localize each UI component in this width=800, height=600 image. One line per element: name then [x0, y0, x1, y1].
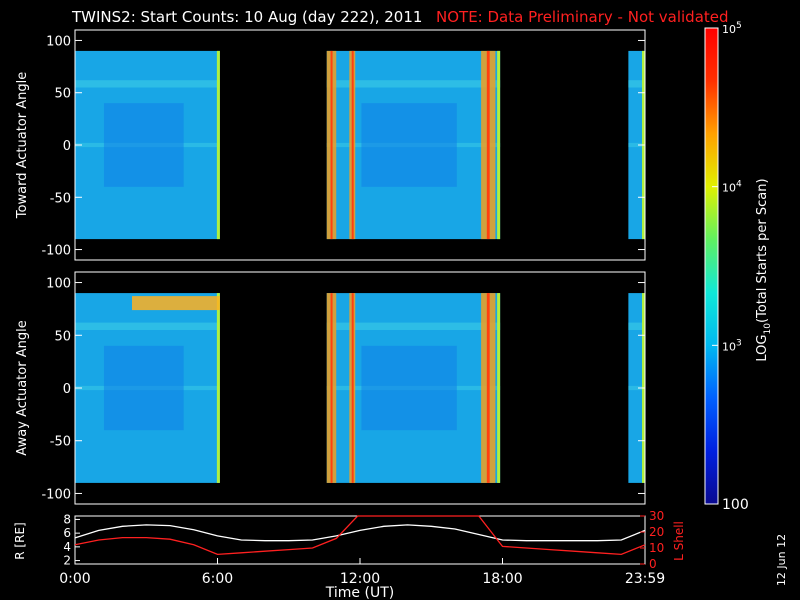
- x-tick-label: 18:00: [482, 571, 522, 587]
- y-tick-label: -100: [41, 244, 71, 259]
- chart-title: TWINS2: Start Counts: 10 Aug (day 222), …: [71, 8, 422, 26]
- y-tick-label: 50: [54, 329, 71, 344]
- r-tick-label: 8: [63, 512, 71, 526]
- heatmap-band: [75, 80, 220, 88]
- heatmap-band: [628, 322, 645, 330]
- heatmap-edge: [216, 293, 220, 483]
- heatmap-bright-strip-core: [486, 50, 490, 240]
- toward-y-axis-label: Toward Actuator Angle: [15, 72, 30, 219]
- y-tick-label: 100: [46, 34, 71, 49]
- away-y-axis-label: Away Actuator Angle: [15, 320, 30, 455]
- y-tick-label: -50: [50, 191, 71, 206]
- l-shell-axis-label: L Shell: [672, 521, 686, 561]
- heatmap-bright-strip-core: [351, 293, 354, 483]
- colorbar-tick-label: 103: [722, 338, 742, 353]
- heatmap-bright-strip-core: [486, 293, 490, 483]
- generation-date: 12 Jun 12: [775, 534, 788, 586]
- heatmap-bright-strip-core: [330, 50, 333, 240]
- l-shell-tick-label: 10: [649, 541, 664, 555]
- away-heatmap-blocks: [75, 293, 645, 483]
- y-tick-label: 0: [63, 139, 71, 154]
- r-series-line: [74, 524, 646, 542]
- heatmap-edge: [497, 293, 501, 483]
- y-tick-label: -100: [41, 487, 71, 502]
- toward-y-ticks: 100 50 0 -50 -100: [41, 34, 645, 259]
- colorbar-tick-label: 105: [722, 21, 742, 36]
- colorbar-ticks: 105 104 103 100: [712, 21, 749, 513]
- r-tick-label: 2: [63, 554, 71, 568]
- heatmap-band: [628, 385, 645, 391]
- l-shell-tick-label: 20: [649, 525, 664, 539]
- heatmap-edge: [497, 50, 501, 240]
- l-shell-tick-label: 0: [649, 557, 657, 571]
- heatmap-hot-band: [132, 296, 220, 311]
- heatmap-bright-strip-core: [330, 293, 333, 483]
- heatmap-bright-strip-core: [351, 50, 354, 240]
- x-tick-label: 12:00: [340, 571, 380, 587]
- x-tick-label: 6:00: [202, 571, 233, 587]
- heatmap-band: [326, 80, 501, 88]
- heatmap-core: [361, 345, 457, 431]
- heatmap-edge: [216, 50, 220, 240]
- r-axis-label: R [RE]: [13, 522, 27, 559]
- l-shell-tick-label: 30: [649, 509, 664, 523]
- colorbar-gradient: [705, 28, 718, 504]
- colorbar-frame: [704, 27, 719, 505]
- heatmap-core: [103, 103, 184, 187]
- r-tick-label: 4: [63, 540, 71, 554]
- y-tick-label: 50: [54, 87, 71, 102]
- heatmap-band: [75, 322, 220, 330]
- y-tick-label: 0: [63, 382, 71, 397]
- y-tick-label: -50: [50, 435, 71, 450]
- x-axis-label: Time (UT): [325, 585, 394, 600]
- preliminary-note: NOTE: Data Preliminary - Not validated: [436, 8, 729, 26]
- x-tick-label: 23:59: [625, 571, 665, 587]
- ephemeris-panel-frame: [74, 515, 646, 565]
- colorbar-tick-label: 104: [722, 180, 742, 195]
- ephemeris-lines: [74, 515, 646, 556]
- x-tick-label: 0:00: [59, 571, 90, 587]
- away-actuator-panel: 100 50 0 -50 -100 Away Actuator Angle: [15, 271, 646, 505]
- l-shell-series-line: [74, 515, 646, 556]
- toward-actuator-panel: 100 50 0 -50 -100 Toward Actuator Angle: [15, 29, 646, 261]
- heatmap-core: [103, 345, 184, 431]
- colorbar-tick-label: 100: [722, 497, 749, 513]
- heatmap-band: [628, 80, 645, 88]
- heatmap-band: [628, 142, 645, 148]
- toward-heatmap-blocks: [75, 50, 645, 240]
- y-tick-label: 100: [46, 277, 71, 292]
- heatmap-band: [326, 322, 501, 330]
- heatmap-core: [361, 103, 457, 187]
- away-y-ticks: 100 50 0 -50 -100: [41, 277, 645, 502]
- colorbar-label: LOG10(Total Starts per Scan): [755, 178, 773, 361]
- colorbar: 105 104 103 100 LOG10(Total Starts per Scan…: [704, 21, 773, 513]
- r-tick-label: 6: [63, 526, 71, 540]
